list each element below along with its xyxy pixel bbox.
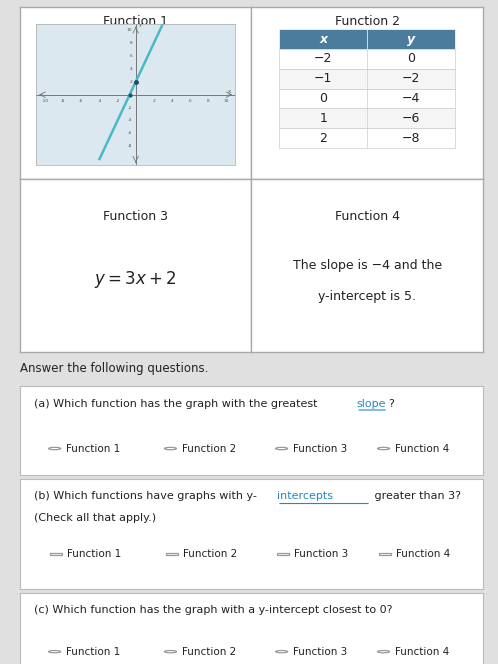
Text: Function 3: Function 3 bbox=[294, 549, 348, 559]
FancyBboxPatch shape bbox=[279, 29, 455, 49]
Text: 8: 8 bbox=[207, 98, 210, 102]
Text: Function 3: Function 3 bbox=[293, 444, 348, 454]
Text: -4: -4 bbox=[97, 98, 102, 102]
Text: (b) Which functions have graphs with y-: (b) Which functions have graphs with y- bbox=[34, 491, 256, 501]
FancyBboxPatch shape bbox=[279, 49, 455, 69]
Text: 4: 4 bbox=[170, 98, 173, 102]
Bar bbox=[277, 552, 289, 555]
Text: Function 2: Function 2 bbox=[183, 549, 237, 559]
Text: Function 3: Function 3 bbox=[103, 210, 168, 223]
Text: 2: 2 bbox=[152, 98, 155, 102]
Text: −2: −2 bbox=[402, 72, 420, 85]
Text: 8: 8 bbox=[129, 41, 132, 45]
Text: 10: 10 bbox=[224, 98, 229, 102]
Text: -8: -8 bbox=[61, 98, 65, 102]
Text: −8: −8 bbox=[402, 131, 420, 145]
Text: Function 4: Function 4 bbox=[395, 444, 449, 454]
Text: 1: 1 bbox=[319, 112, 327, 125]
Text: -8: -8 bbox=[127, 144, 132, 148]
Text: -6: -6 bbox=[79, 98, 84, 102]
Text: 10: 10 bbox=[126, 29, 132, 33]
Bar bbox=[379, 552, 390, 555]
Text: (c) Which function has the graph with a y-intercept closest to 0?: (c) Which function has the graph with a … bbox=[34, 605, 392, 616]
Text: −6: −6 bbox=[402, 112, 420, 125]
Text: y: y bbox=[407, 33, 415, 46]
Text: Function 2: Function 2 bbox=[182, 444, 236, 454]
Text: Function 1: Function 1 bbox=[103, 15, 168, 29]
Text: 0: 0 bbox=[319, 92, 327, 105]
Text: $y = 3x + 2$: $y = 3x + 2$ bbox=[95, 269, 177, 290]
Text: (Check all that apply.): (Check all that apply.) bbox=[34, 513, 156, 523]
FancyBboxPatch shape bbox=[279, 108, 455, 128]
Text: The slope is −4 and the: The slope is −4 and the bbox=[293, 259, 442, 272]
Text: Function 4: Function 4 bbox=[395, 647, 449, 657]
Text: greater than 3?: greater than 3? bbox=[371, 491, 461, 501]
Text: Function 2: Function 2 bbox=[335, 15, 400, 29]
Text: x: x bbox=[319, 33, 327, 46]
Text: -2: -2 bbox=[127, 106, 132, 110]
Text: −2: −2 bbox=[314, 52, 333, 65]
Text: Function 4: Function 4 bbox=[335, 210, 400, 223]
Bar bbox=[50, 552, 62, 555]
Text: 2: 2 bbox=[319, 131, 327, 145]
Text: (a) Which function has the graph with the greatest: (a) Which function has the graph with th… bbox=[34, 398, 321, 409]
FancyBboxPatch shape bbox=[279, 88, 455, 108]
Text: Function 1: Function 1 bbox=[66, 444, 121, 454]
Text: Function 3: Function 3 bbox=[293, 647, 348, 657]
Text: intercepts: intercepts bbox=[277, 491, 333, 501]
Text: -6: -6 bbox=[127, 131, 132, 135]
Text: -10: -10 bbox=[42, 98, 49, 102]
Text: Answer the following questions.: Answer the following questions. bbox=[20, 362, 208, 375]
Text: x: x bbox=[228, 89, 231, 94]
Text: 2: 2 bbox=[129, 80, 132, 84]
FancyBboxPatch shape bbox=[279, 128, 455, 148]
Text: Function 1: Function 1 bbox=[67, 549, 122, 559]
Text: y: y bbox=[138, 22, 142, 27]
Text: 4: 4 bbox=[129, 67, 132, 71]
Text: −4: −4 bbox=[402, 92, 420, 105]
Text: Function 2: Function 2 bbox=[182, 647, 236, 657]
Text: y-intercept is 5.: y-intercept is 5. bbox=[318, 290, 416, 303]
Text: 0: 0 bbox=[407, 52, 415, 65]
Bar bbox=[166, 552, 178, 555]
Text: -2: -2 bbox=[116, 98, 120, 102]
Text: Function 4: Function 4 bbox=[396, 549, 450, 559]
Text: −1: −1 bbox=[314, 72, 333, 85]
Text: -4: -4 bbox=[127, 118, 132, 122]
Text: 6: 6 bbox=[189, 98, 191, 102]
Text: slope: slope bbox=[356, 398, 385, 409]
Text: 6: 6 bbox=[129, 54, 132, 58]
Text: Function 1: Function 1 bbox=[66, 647, 121, 657]
Text: ?: ? bbox=[388, 398, 394, 409]
FancyBboxPatch shape bbox=[279, 69, 455, 88]
